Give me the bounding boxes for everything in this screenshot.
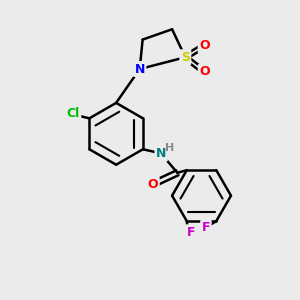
Text: F: F	[186, 226, 195, 239]
Text: Cl: Cl	[67, 107, 80, 120]
Text: S: S	[181, 51, 190, 64]
Text: N: N	[134, 62, 145, 76]
Text: O: O	[148, 178, 158, 191]
Text: N: N	[156, 147, 166, 160]
Text: O: O	[199, 39, 210, 52]
Text: F: F	[202, 221, 210, 234]
Text: O: O	[199, 65, 210, 79]
Text: H: H	[165, 143, 175, 153]
